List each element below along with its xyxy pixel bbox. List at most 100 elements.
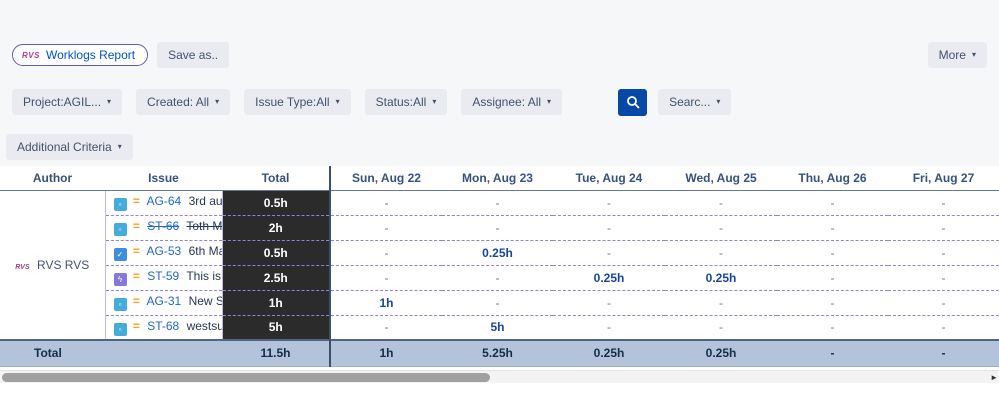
worklog-cell: - [665, 240, 777, 266]
task-icon: ✓ [113, 248, 127, 261]
issue-total-cell: 2h [222, 215, 331, 241]
priority-medium-icon: = [132, 244, 140, 258]
scroll-right-arrow-icon[interactable]: ► [990, 372, 998, 382]
grand-total-hours: 11.5h [222, 339, 331, 367]
subtask-icon: ▫ [113, 298, 127, 311]
day-total-cell: 0.25h [553, 339, 665, 367]
worklog-cell: - [330, 215, 442, 241]
story-icon: ϟ [113, 273, 127, 286]
worklog-cell: - [888, 190, 999, 216]
table-header-row: Author Issue Total Sun, Aug 22 Mon, Aug … [0, 166, 999, 191]
worklog-cell: - [442, 190, 553, 216]
rvs-avatar-icon: RVS [15, 263, 30, 271]
worklog-cell: - [665, 215, 777, 241]
worklog-cell: 5h [442, 315, 553, 341]
chevron-down-icon: ▾ [547, 97, 552, 106]
toolbar: RVS Worklogs Report Save as.. More ▾ [0, 42, 999, 68]
issue-total-cell: 1h [222, 290, 331, 316]
search-button[interactable] [618, 88, 648, 116]
horizontal-scrollbar[interactable]: ► [0, 369, 999, 383]
issue-cell: ▫ = AG-64 3rd aug ... [105, 190, 223, 216]
priority-medium-icon: = [132, 318, 140, 333]
issue-summary: Toth Ma... [186, 219, 222, 233]
project-filter-dropdown[interactable]: Project:AGIL... ▾ [12, 89, 123, 115]
table-row: ✓ = AG-53 6th May... 0.5h - 0.25h - - - … [0, 240, 999, 266]
column-header-author: Author [0, 166, 105, 191]
day-total-cell: - [777, 339, 888, 367]
priority-medium-icon: = [132, 269, 140, 283]
worklog-cell: - [442, 265, 553, 291]
day-total-cell: 0.25h [665, 339, 777, 367]
subtask-icon: ▫ [113, 322, 127, 336]
column-header-day: Thu, Aug 26 [777, 166, 888, 191]
status-filter-dropdown[interactable]: Status:All ▾ [364, 89, 448, 115]
worklog-cell: - [330, 190, 442, 216]
table-row: ▫ = AG-31 New Su... 1h 1h - - - - - [0, 290, 999, 316]
worklog-cell: - [553, 290, 665, 316]
search-field-label: Searc... [669, 95, 711, 109]
worklog-cell: - [665, 190, 777, 216]
author-cell: RVS RVS RVS [0, 190, 106, 341]
table-total-row: Total 11.5h 1h 5.25h 0.25h 0.25h - - [0, 339, 999, 367]
issue-summary: 3rd aug ... [188, 194, 222, 208]
chevron-down-icon: ▾ [716, 97, 721, 106]
issue-key-link[interactable]: ST-59 [147, 269, 180, 283]
author-name: RVS RVS [37, 257, 90, 272]
chevron-down-icon: ▾ [117, 142, 122, 151]
worklog-cell: - [888, 315, 999, 341]
filter-row: Project:AGIL... ▾ Created: All ▾ Issue T… [0, 88, 999, 116]
report-title-pill[interactable]: RVS Worklogs Report [12, 44, 149, 66]
issue-cell: ▫ = ST-68 westsub [105, 315, 223, 341]
issue-type-filter-dropdown[interactable]: Issue Type:All ▾ [244, 89, 351, 115]
chevron-down-icon: ▾ [215, 97, 220, 106]
worklog-cell: - [330, 315, 442, 341]
worklog-cell: - [553, 215, 665, 241]
issue-key-link[interactable]: AG-53 [146, 244, 182, 258]
worklog-cell: - [553, 240, 665, 266]
worklog-cell: 0.25h [665, 265, 777, 291]
more-button[interactable]: More ▾ [927, 42, 987, 68]
issue-total-cell: 0.5h [222, 190, 331, 216]
issue-summary: This is an... [186, 269, 222, 283]
worklog-cell: - [777, 190, 888, 216]
worklog-cell: - [442, 290, 553, 316]
issue-total-cell: 0.5h [222, 240, 331, 266]
column-header-day: Sun, Aug 22 [330, 166, 442, 191]
worklog-cell: - [888, 265, 999, 291]
worklog-cell: - [553, 190, 665, 216]
worklog-cell: - [777, 315, 888, 341]
subtask-icon: ▫ [113, 223, 127, 236]
worklog-cell: - [442, 215, 553, 241]
table-row: ϟ = ST-59 This is an... 2.5h - - 0.25h 0… [0, 265, 999, 291]
issue-cell: ✓ = AG-53 6th May... [105, 240, 223, 266]
assignee-filter-dropdown[interactable]: Assignee: All ▾ [461, 89, 563, 115]
issue-key-link[interactable]: AG-31 [146, 294, 182, 308]
column-header-issue: Issue [105, 166, 222, 191]
scrollbar-thumb[interactable] [2, 372, 490, 382]
assignee-filter-label: Assignee: All [472, 95, 542, 109]
search-field-dropdown[interactable]: Searc... ▾ [658, 89, 732, 115]
more-label: More [938, 48, 966, 62]
day-total-cell: 5.25h [442, 339, 553, 367]
created-filter-dropdown[interactable]: Created: All ▾ [136, 89, 231, 115]
column-header-day: Tue, Aug 24 [553, 166, 665, 191]
issue-key-link[interactable]: AG-64 [146, 194, 182, 208]
column-header-day: Wed, Aug 25 [665, 166, 777, 191]
table-row: RVS RVS RVS ▫ = AG-64 3rd aug ... 0.5h -… [0, 190, 999, 341]
chevron-down-icon: ▾ [107, 97, 112, 106]
chevron-down-icon: ▾ [335, 97, 340, 106]
search-icon [626, 95, 640, 109]
issue-key-link[interactable]: ST-66 [147, 219, 180, 233]
chevron-down-icon: ▾ [432, 97, 437, 106]
worklog-cell: - [777, 240, 888, 266]
save-as-button[interactable]: Save as.. [157, 42, 230, 68]
column-header-total: Total [222, 166, 331, 191]
table-row: ▫ = ST-66 Toth Ma... 2h - - - - - - [0, 215, 999, 241]
worklog-cell: - [777, 290, 888, 316]
worklog-cell: - [330, 265, 442, 291]
additional-criteria-button[interactable]: Additional Criteria ▾ [6, 134, 133, 160]
issue-total-cell: 5h [222, 315, 331, 341]
issue-cell: ▫ = AG-31 New Su... [105, 290, 223, 316]
worklog-cell: 1h [330, 290, 442, 316]
issue-key-link[interactable]: ST-68 [147, 318, 180, 333]
